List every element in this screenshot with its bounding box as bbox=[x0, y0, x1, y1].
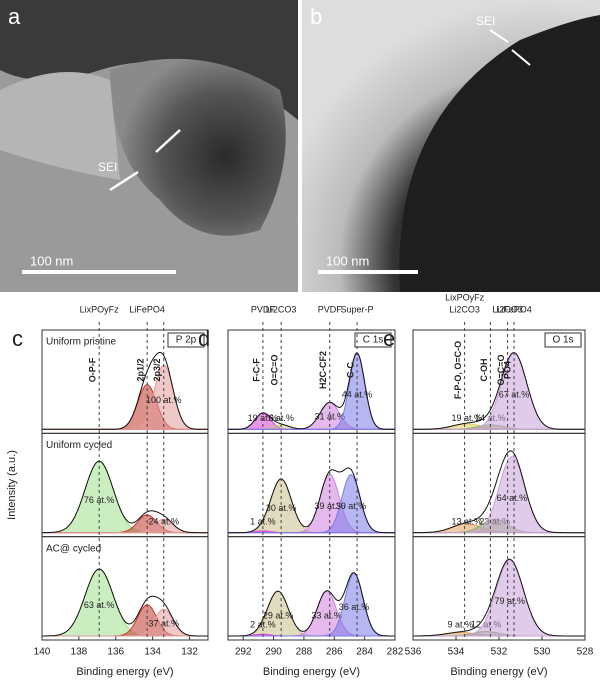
tag: C 1s bbox=[363, 335, 384, 346]
envelope bbox=[413, 558, 585, 637]
reference-label: LixPOyFz bbox=[445, 292, 485, 302]
reference-label: Li2CO3 bbox=[266, 304, 297, 314]
bond-label: PO4 bbox=[502, 361, 512, 379]
panel-label: d bbox=[198, 326, 210, 351]
envelope bbox=[228, 352, 395, 430]
value-label: 19 at.% bbox=[451, 413, 482, 423]
bond-label: 2p1/2 bbox=[136, 358, 146, 381]
reference-label: Li2CO3 bbox=[449, 304, 480, 314]
envelope bbox=[42, 568, 208, 637]
value-label: 33 at.% bbox=[311, 610, 342, 620]
x-tick-label: 536 bbox=[405, 647, 422, 658]
x-axis-label: Binding energy (eV) bbox=[450, 666, 547, 678]
value-label: 19 at.% bbox=[248, 413, 279, 423]
value-label: 76 at.% bbox=[84, 495, 115, 505]
envelope bbox=[413, 352, 585, 430]
row-frame bbox=[227, 536, 396, 641]
scale-label: 100 nm bbox=[326, 253, 369, 268]
envelope bbox=[228, 572, 395, 637]
tag-box bbox=[354, 332, 392, 348]
reference-label: PVDF bbox=[318, 304, 343, 314]
tag-box bbox=[544, 332, 582, 348]
x-tick-label: 532 bbox=[491, 647, 508, 658]
peak bbox=[41, 364, 209, 430]
envelope bbox=[228, 467, 395, 534]
panel-label: c bbox=[12, 326, 23, 351]
y-axis-label: Intensity (a.u.) bbox=[6, 450, 18, 520]
tag-box bbox=[167, 332, 205, 348]
x-tick-label: 282 bbox=[387, 647, 404, 658]
value-label: 100 at.% bbox=[146, 395, 182, 405]
x-tick-label: 132 bbox=[181, 647, 198, 658]
value-label: 13 at.% bbox=[451, 516, 482, 526]
value-label: 31 at.% bbox=[314, 412, 345, 422]
reference-label: PVDF bbox=[251, 304, 276, 314]
x-tick-label: 534 bbox=[448, 647, 465, 658]
panel-label: b bbox=[310, 4, 322, 29]
x-tick-label: 138 bbox=[71, 647, 88, 658]
x-tick-label: 288 bbox=[296, 647, 313, 658]
image-a bbox=[0, 0, 298, 292]
reference-label: Li2CO3 bbox=[492, 304, 523, 314]
row-label: Uniform pristine bbox=[46, 337, 116, 348]
value-label: 79 at.% bbox=[494, 596, 525, 606]
tag: O 1s bbox=[552, 335, 573, 346]
annotation: SEI bbox=[98, 160, 117, 174]
value-label: 29 at.% bbox=[263, 610, 294, 620]
reference-label: LixPOyFz bbox=[80, 304, 120, 314]
x-tick-label: 284 bbox=[356, 647, 373, 658]
value-label: 39 at.% bbox=[314, 501, 345, 511]
bond-label: O=C=O bbox=[496, 354, 506, 385]
annotation: SEI bbox=[476, 14, 495, 28]
value-label: 36 at.% bbox=[339, 602, 370, 612]
row-frame bbox=[412, 536, 586, 641]
value-label: 64 at.% bbox=[497, 493, 528, 503]
x-tick-label: 136 bbox=[107, 647, 124, 658]
x-tick-label: 134 bbox=[144, 647, 161, 658]
envelope bbox=[413, 450, 585, 534]
peak bbox=[41, 460, 209, 534]
value-label: 9 at.% bbox=[448, 620, 474, 630]
x-tick-label: 140 bbox=[34, 647, 51, 658]
bond-label: O-P-F bbox=[88, 357, 98, 382]
x-tick-label: 286 bbox=[326, 647, 343, 658]
x-tick-label: 528 bbox=[577, 647, 594, 658]
panel-label: e bbox=[383, 326, 395, 351]
panel-label: a bbox=[8, 4, 21, 29]
bond-label: C-C bbox=[345, 362, 355, 378]
x-axis-label: Binding energy (eV) bbox=[263, 666, 360, 678]
bond-label: O=C=O bbox=[270, 354, 280, 385]
reference-label: LiFePO4 bbox=[496, 304, 532, 314]
row-frame bbox=[41, 536, 209, 641]
bond-label: H2C-CF2 bbox=[318, 351, 328, 389]
x-tick-label: 290 bbox=[265, 647, 282, 658]
envelope bbox=[42, 351, 208, 430]
image-b bbox=[302, 0, 600, 292]
bond-label: C-OH bbox=[479, 359, 489, 382]
value-label: 30 at.% bbox=[266, 503, 297, 513]
value-label: 30 at.% bbox=[336, 501, 367, 511]
bond-label: F-C-F bbox=[251, 358, 261, 382]
peak bbox=[42, 568, 208, 637]
reference-label: Super-P bbox=[341, 304, 374, 314]
x-tick-label: 292 bbox=[235, 647, 252, 658]
envelope bbox=[42, 460, 208, 534]
row-label: Uniform cycled bbox=[46, 440, 112, 451]
x-axis-label: Binding energy (eV) bbox=[76, 666, 173, 678]
tag: P 2p bbox=[176, 335, 197, 346]
row-label: AC@ cycled bbox=[46, 543, 101, 554]
scale-label: 100 nm bbox=[30, 253, 73, 268]
bond-label: 2p3/2 bbox=[152, 358, 162, 381]
reference-label: LiFePO4 bbox=[129, 304, 165, 314]
x-tick-label: 530 bbox=[534, 647, 551, 658]
bond-label: F-P-O, O=C-O bbox=[453, 341, 463, 399]
value-label: 6 at.% bbox=[268, 413, 294, 423]
